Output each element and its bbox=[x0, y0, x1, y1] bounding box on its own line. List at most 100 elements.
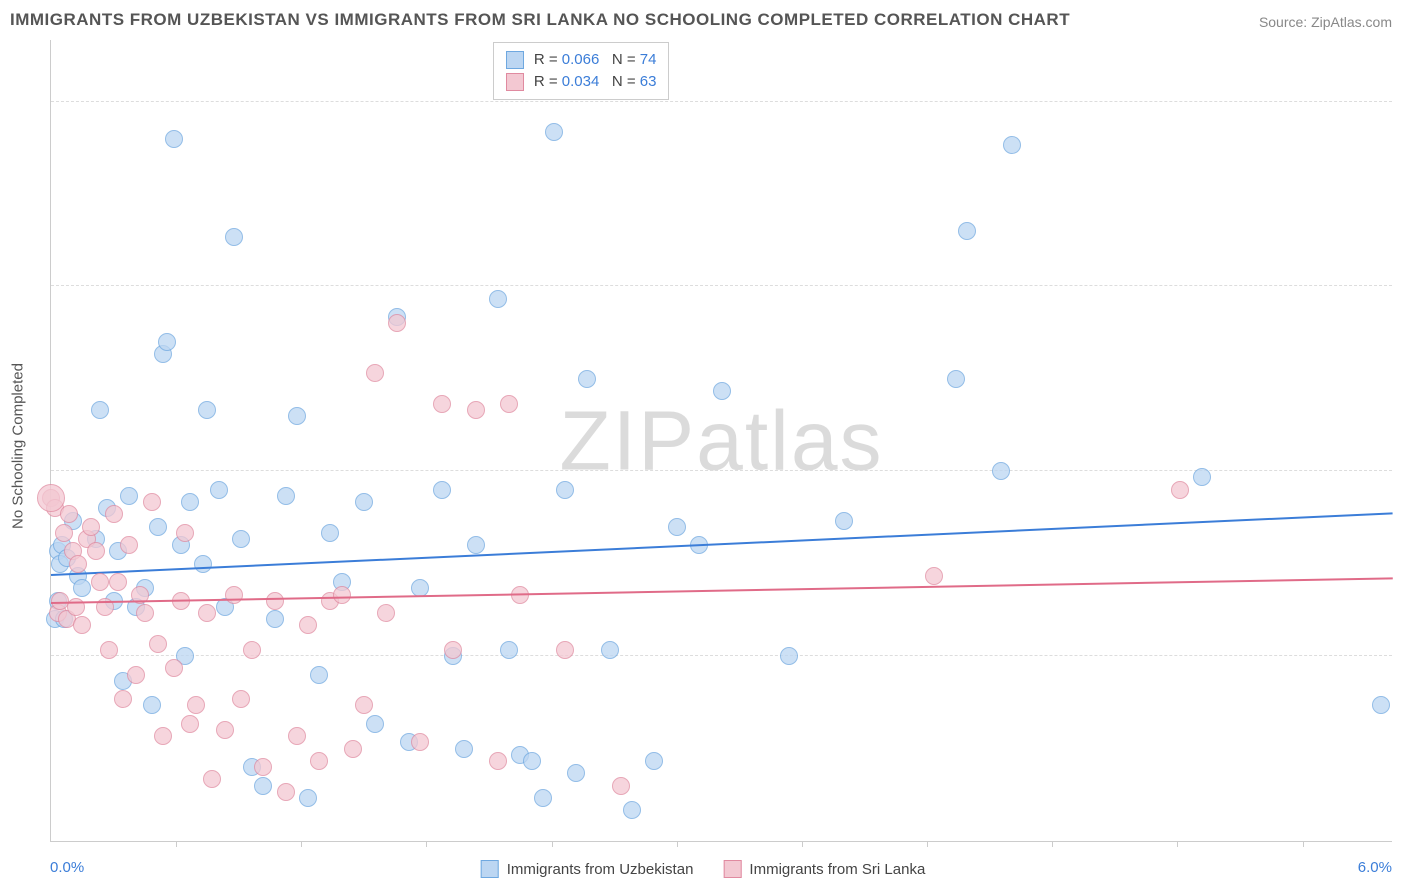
scatter-point-srilanka bbox=[254, 758, 272, 776]
watermark: ZIPatlas bbox=[559, 392, 883, 489]
scatter-point-srilanka bbox=[556, 641, 574, 659]
scatter-point-uzbekistan bbox=[578, 370, 596, 388]
scatter-point-uzbekistan bbox=[601, 641, 619, 659]
scatter-point-srilanka bbox=[69, 555, 87, 573]
scatter-point-srilanka bbox=[114, 690, 132, 708]
legend-stats-uzbekistan: R = 0.066 N = 74 bbox=[534, 49, 657, 71]
scatter-point-uzbekistan bbox=[225, 228, 243, 246]
scatter-point-srilanka bbox=[310, 752, 328, 770]
scatter-point-srilanka bbox=[87, 542, 105, 560]
scatter-point-srilanka bbox=[433, 395, 451, 413]
source-label: Source: ZipAtlas.com bbox=[1259, 14, 1392, 30]
grid-line bbox=[51, 285, 1392, 286]
grid-line bbox=[51, 101, 1392, 102]
y-tick-label: 6.0% bbox=[1397, 76, 1406, 93]
scatter-point-uzbekistan bbox=[1003, 136, 1021, 154]
scatter-point-srilanka bbox=[203, 770, 221, 788]
legend-label-uzbekistan: Immigrants from Uzbekistan bbox=[507, 861, 694, 878]
legend-item-srilanka: Immigrants from Sri Lanka bbox=[723, 860, 925, 878]
scatter-point-srilanka bbox=[73, 616, 91, 634]
scatter-point-srilanka bbox=[925, 567, 943, 585]
scatter-point-srilanka bbox=[154, 727, 172, 745]
scatter-point-srilanka bbox=[105, 505, 123, 523]
scatter-point-uzbekistan bbox=[1193, 468, 1211, 486]
scatter-point-uzbekistan bbox=[321, 524, 339, 542]
scatter-point-uzbekistan bbox=[198, 401, 216, 419]
chart-title: IMMIGRANTS FROM UZBEKISTAN VS IMMIGRANTS… bbox=[10, 10, 1070, 30]
scatter-point-srilanka bbox=[165, 659, 183, 677]
legend-row-srilanka: R = 0.034 N = 63 bbox=[506, 71, 657, 93]
scatter-point-uzbekistan bbox=[713, 382, 731, 400]
scatter-point-uzbekistan bbox=[73, 579, 91, 597]
scatter-point-srilanka bbox=[266, 592, 284, 610]
scatter-point-uzbekistan bbox=[467, 536, 485, 554]
scatter-point-uzbekistan bbox=[158, 333, 176, 351]
scatter-point-uzbekistan bbox=[947, 370, 965, 388]
legend-swatch-srilanka bbox=[723, 860, 741, 878]
x-tick bbox=[426, 841, 427, 847]
scatter-point-uzbekistan bbox=[545, 123, 563, 141]
scatter-point-srilanka bbox=[149, 635, 167, 653]
scatter-point-uzbekistan bbox=[210, 481, 228, 499]
y-tick-label: 1.5% bbox=[1397, 631, 1406, 648]
scatter-point-uzbekistan bbox=[277, 487, 295, 505]
scatter-point-uzbekistan bbox=[489, 290, 507, 308]
scatter-point-uzbekistan bbox=[355, 493, 373, 511]
scatter-point-uzbekistan bbox=[958, 222, 976, 240]
scatter-point-srilanka bbox=[243, 641, 261, 659]
legend-swatch-uzbekistan bbox=[481, 860, 499, 878]
scatter-point-uzbekistan bbox=[623, 801, 641, 819]
legend-swatch-uzbekistan bbox=[506, 51, 524, 69]
scatter-point-uzbekistan bbox=[232, 530, 250, 548]
scatter-point-srilanka bbox=[1171, 481, 1189, 499]
scatter-point-srilanka bbox=[127, 666, 145, 684]
scatter-point-srilanka bbox=[216, 721, 234, 739]
x-tick bbox=[802, 841, 803, 847]
scatter-point-srilanka bbox=[355, 696, 373, 714]
scatter-point-uzbekistan bbox=[433, 481, 451, 499]
scatter-point-uzbekistan bbox=[455, 740, 473, 758]
scatter-point-srilanka bbox=[344, 740, 362, 758]
scatter-point-srilanka bbox=[411, 733, 429, 751]
legend-bottom: Immigrants from Uzbekistan Immigrants fro… bbox=[481, 860, 926, 878]
scatter-point-srilanka bbox=[377, 604, 395, 622]
scatter-point-srilanka bbox=[299, 616, 317, 634]
trend-line-uzbekistan bbox=[51, 512, 1393, 576]
legend-item-uzbekistan: Immigrants from Uzbekistan bbox=[481, 860, 694, 878]
x-tick bbox=[677, 841, 678, 847]
scatter-point-uzbekistan bbox=[1372, 696, 1390, 714]
scatter-point-uzbekistan bbox=[523, 752, 541, 770]
scatter-point-uzbekistan bbox=[149, 518, 167, 536]
y-tick-label: 3.0% bbox=[1397, 446, 1406, 463]
scatter-point-srilanka bbox=[198, 604, 216, 622]
trend-line-srilanka bbox=[51, 577, 1393, 604]
scatter-point-srilanka bbox=[91, 573, 109, 591]
scatter-point-uzbekistan bbox=[366, 715, 384, 733]
x-tick bbox=[927, 841, 928, 847]
legend-correlation-box: R = 0.066 N = 74R = 0.034 N = 63 bbox=[493, 42, 670, 100]
scatter-point-uzbekistan bbox=[266, 610, 284, 628]
scatter-point-uzbekistan bbox=[181, 493, 199, 511]
scatter-point-uzbekistan bbox=[992, 462, 1010, 480]
scatter-point-uzbekistan bbox=[534, 789, 552, 807]
scatter-point-srilanka bbox=[467, 401, 485, 419]
scatter-point-uzbekistan bbox=[310, 666, 328, 684]
scatter-point-uzbekistan bbox=[567, 764, 585, 782]
legend-row-uzbekistan: R = 0.066 N = 74 bbox=[506, 49, 657, 71]
scatter-point-uzbekistan bbox=[143, 696, 161, 714]
scatter-point-srilanka bbox=[612, 777, 630, 795]
scatter-point-srilanka bbox=[232, 690, 250, 708]
legend-swatch-srilanka bbox=[506, 73, 524, 91]
scatter-point-uzbekistan bbox=[500, 641, 518, 659]
scatter-point-srilanka bbox=[100, 641, 118, 659]
y-tick-label: 4.5% bbox=[1397, 261, 1406, 278]
scatter-point-uzbekistan bbox=[120, 487, 138, 505]
x-tick bbox=[1052, 841, 1053, 847]
x-max-label: 6.0% bbox=[1358, 859, 1392, 876]
x-tick bbox=[1303, 841, 1304, 847]
scatter-point-srilanka bbox=[82, 518, 100, 536]
scatter-point-srilanka bbox=[181, 715, 199, 733]
plot-area: ZIPatlas 1.5%3.0%4.5%6.0% bbox=[50, 40, 1392, 842]
x-tick bbox=[176, 841, 177, 847]
scatter-point-uzbekistan bbox=[668, 518, 686, 536]
